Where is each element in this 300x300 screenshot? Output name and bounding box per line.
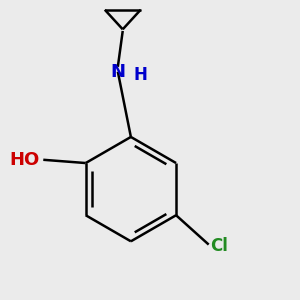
Text: HO: HO <box>10 151 40 169</box>
Text: Cl: Cl <box>210 237 228 255</box>
Text: H: H <box>134 66 148 84</box>
Text: N: N <box>110 63 125 81</box>
